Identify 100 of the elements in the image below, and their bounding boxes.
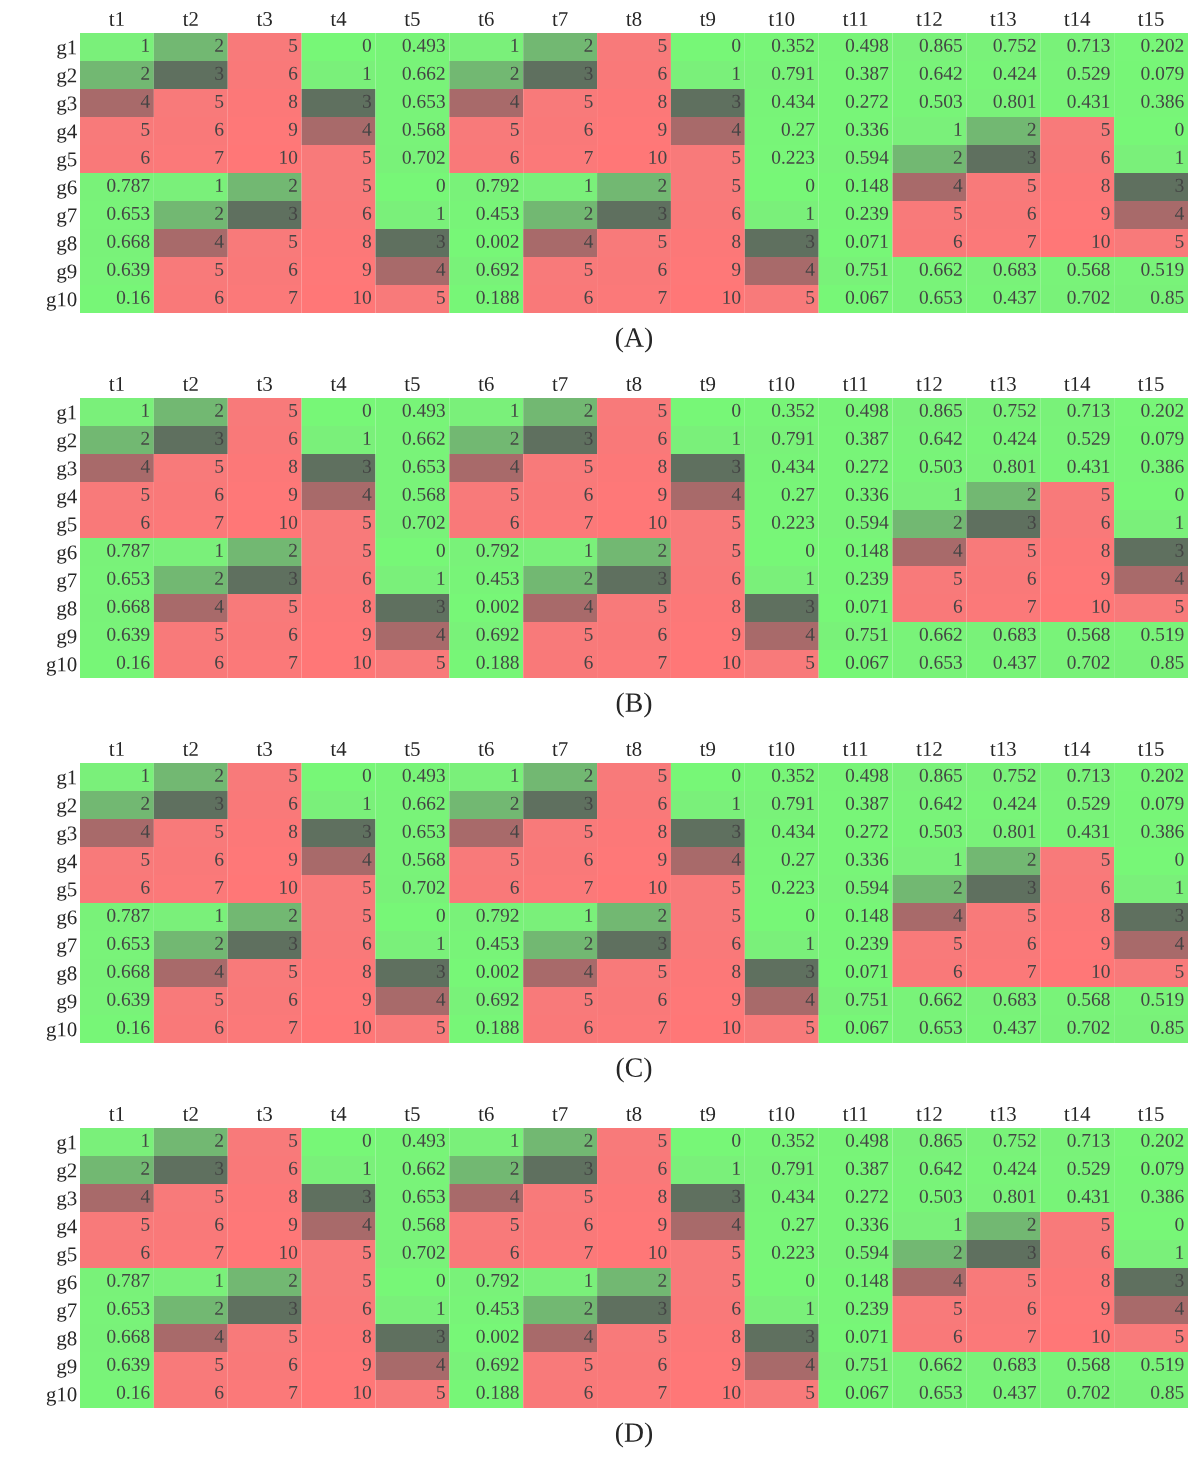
y-tick-label: g2 <box>57 433 77 452</box>
data-label: 0.453 <box>476 571 519 585</box>
data-label: 4 <box>584 234 594 248</box>
data-label: 6 <box>289 627 298 641</box>
data-label: 7 <box>215 150 224 164</box>
data-label: 5 <box>658 768 667 782</box>
data-label: 6 <box>658 1161 667 1175</box>
data-label: 0.079 <box>1141 796 1184 810</box>
data-label: 0.519 <box>1141 1357 1184 1371</box>
data-label: 0.751 <box>845 1357 888 1371</box>
data-label: 0.792 <box>476 543 519 557</box>
data-label: 5 <box>1175 599 1184 613</box>
data-label: 5 <box>289 599 298 613</box>
x-tick-label: t6 <box>478 376 494 391</box>
data-label: 2 <box>584 403 593 417</box>
data-label: 1 <box>1176 515 1184 529</box>
data-label: 0.702 <box>402 150 445 164</box>
data-label: 0.713 <box>1067 768 1110 782</box>
x-tick-label: t13 <box>990 376 1016 391</box>
data-label: 0.27 <box>781 852 815 866</box>
data-label: 0.653 <box>402 94 445 108</box>
data-label: 2 <box>1027 1217 1036 1231</box>
y-tick-label: g2 <box>57 68 77 87</box>
x-tick-label: t2 <box>182 741 198 756</box>
data-label: 7 <box>215 515 224 529</box>
data-label: 6 <box>1027 1301 1036 1315</box>
data-label: 5 <box>1027 543 1036 557</box>
data-label: 6 <box>584 290 593 304</box>
data-label: 8 <box>732 964 741 978</box>
y-tick-label: g4 <box>57 854 77 873</box>
x-tick-label: t15 <box>1137 742 1164 756</box>
data-label: 2 <box>953 515 962 529</box>
data-label: 0.865 <box>919 768 962 782</box>
data-label: 5 <box>215 824 224 838</box>
x-tick-label: t5 <box>404 742 420 756</box>
data-label: 4 <box>805 1357 815 1371</box>
data-label: 6 <box>584 1217 593 1231</box>
data-label: 0.642 <box>919 66 962 80</box>
data-label: 0.202 <box>1141 1133 1184 1147</box>
data-label: 0.431 <box>1067 459 1110 473</box>
data-label: 1 <box>954 852 962 866</box>
data-label: 0 <box>436 178 445 192</box>
data-label: 6 <box>658 796 667 810</box>
y-tick-label: g8 <box>57 601 77 620</box>
data-label: 5 <box>289 1329 298 1343</box>
data-label: 7 <box>584 515 593 529</box>
data-label: 5 <box>1027 908 1036 922</box>
data-label: 0.662 <box>402 66 445 80</box>
data-label: 2 <box>584 206 593 220</box>
data-label: 0.662 <box>402 431 445 445</box>
data-label: 0.683 <box>993 262 1036 276</box>
data-label: 5 <box>1101 1217 1110 1231</box>
data-label: 5 <box>510 1217 519 1231</box>
data-label: 5 <box>141 487 150 501</box>
data-label: 10 <box>280 1245 298 1259</box>
data-label: 5 <box>1175 964 1184 978</box>
data-label: 0.692 <box>476 627 519 641</box>
y-tick-label: g1 <box>57 40 76 59</box>
data-label: 2 <box>215 206 223 220</box>
data-label: 0.079 <box>1141 66 1184 80</box>
x-tick-label: t9 <box>699 376 716 391</box>
data-label: 6 <box>1101 880 1110 894</box>
data-label: 1 <box>806 571 814 585</box>
x-tick-label: t3 <box>256 741 272 756</box>
x-tick-label: t10 <box>768 741 795 756</box>
data-label: 4 <box>362 122 372 136</box>
data-label: 5 <box>806 655 815 669</box>
data-label: 2 <box>658 908 667 922</box>
x-tick-label: t15 <box>1137 1107 1164 1121</box>
data-label: 5 <box>732 908 741 922</box>
data-label: 0.498 <box>845 768 889 782</box>
data-label: 10 <box>280 515 298 529</box>
data-label: 0.437 <box>993 1385 1037 1399</box>
x-tick-label: t1 <box>109 377 124 391</box>
data-label: 9 <box>658 487 667 501</box>
data-label: 0.791 <box>771 1161 814 1175</box>
data-label: 6 <box>732 206 741 220</box>
data-label: 2 <box>215 38 223 52</box>
data-label: 5 <box>658 234 667 248</box>
data-label: 0.453 <box>476 206 519 220</box>
data-label: 10 <box>649 150 667 164</box>
data-label: 5 <box>954 936 962 950</box>
data-label: 0.653 <box>107 206 150 220</box>
data-label: 5 <box>954 206 962 220</box>
data-label: 0.272 <box>845 824 888 838</box>
data-label: 4 <box>510 824 520 838</box>
data-label: 2 <box>953 880 962 894</box>
data-label: 5 <box>732 543 741 557</box>
data-label: 2 <box>215 1301 223 1315</box>
data-label: 5 <box>732 515 741 529</box>
data-label: 0.668 <box>107 234 150 248</box>
data-label: 4 <box>953 908 963 922</box>
data-label: 1 <box>511 1133 519 1147</box>
data-label: 6 <box>732 936 741 950</box>
data-label: 5 <box>437 655 445 669</box>
data-label: 4 <box>1174 206 1184 220</box>
data-label: 0.424 <box>993 431 1037 445</box>
data-label: 0.431 <box>1067 94 1110 108</box>
data-label: 0.27 <box>781 1217 815 1231</box>
data-label: 0.653 <box>107 571 150 585</box>
